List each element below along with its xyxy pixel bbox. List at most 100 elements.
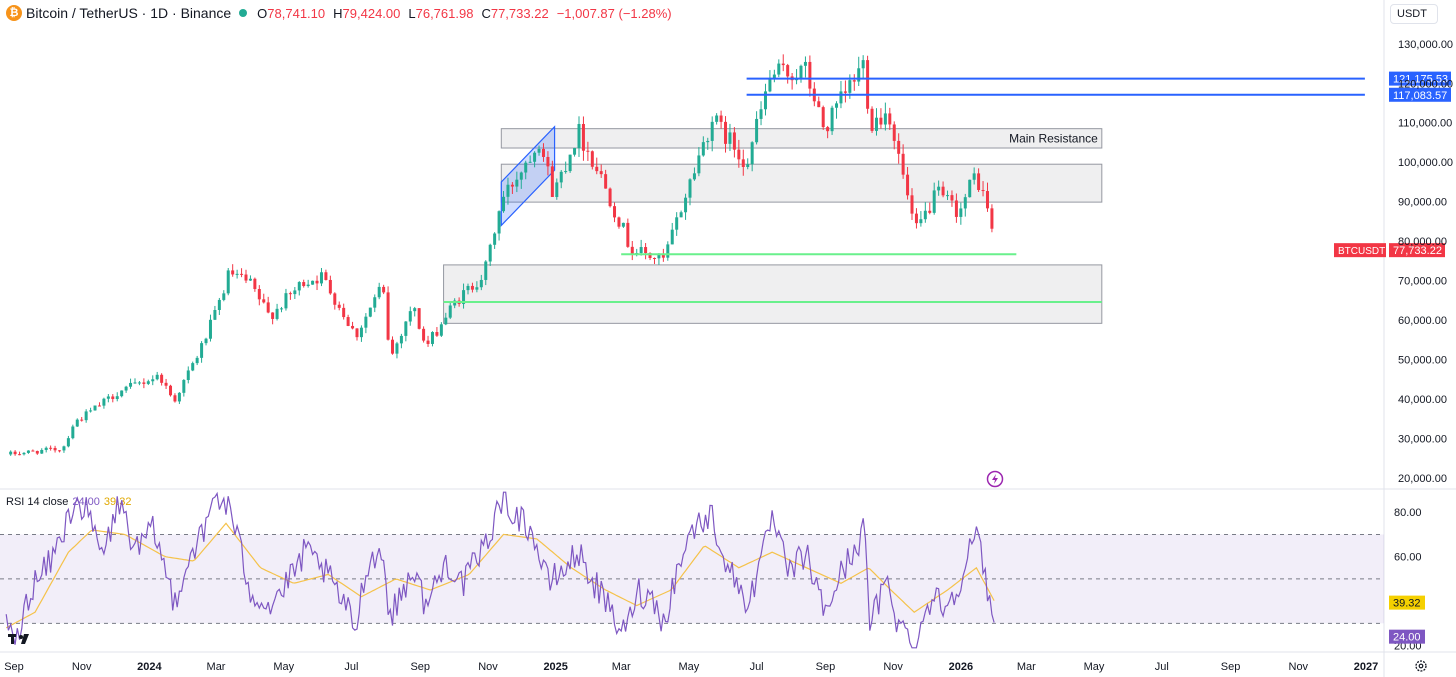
candle (173, 393, 177, 403)
candle-body (244, 274, 248, 281)
candle-body (732, 132, 736, 150)
candle-body (35, 450, 39, 454)
candle-body (573, 148, 577, 155)
candle-body (337, 304, 341, 308)
candle (324, 269, 328, 281)
candle (981, 181, 985, 197)
candle (746, 158, 750, 170)
candle-body (826, 127, 830, 132)
candle-body (444, 317, 448, 325)
time-tick-label: 2025 (543, 661, 567, 673)
candle-body (715, 115, 719, 122)
candle-body (515, 179, 519, 187)
zone-box-2[interactable] (443, 264, 1103, 324)
events-lightning-icon[interactable] (986, 470, 1004, 488)
candle (977, 168, 981, 192)
candle-body (524, 162, 528, 173)
candle-body (763, 91, 767, 110)
candle (479, 274, 483, 291)
change-value: −1,007.87 (−1.28%) (556, 5, 672, 21)
candle (626, 218, 630, 248)
candle (985, 182, 989, 212)
candle-body (750, 142, 754, 165)
current-price-label: 77,733.22 (1393, 245, 1442, 257)
candle-body (701, 142, 705, 156)
candle-body (808, 61, 812, 89)
symbol-header: ₿ Bitcoin / TetherUS · 1D · Binance O 78,… (0, 0, 680, 26)
current-price-tag (1389, 243, 1445, 258)
candle (675, 212, 679, 236)
level-price-tag-0 (1389, 71, 1451, 86)
candle-body (368, 307, 372, 317)
currency-selector[interactable]: USDT (1390, 4, 1438, 24)
candle-body (169, 385, 173, 396)
price-tick-label: 60,000.00 (1398, 315, 1447, 327)
candle (697, 147, 701, 177)
candle-body (75, 419, 79, 427)
candle (706, 137, 710, 150)
candle (524, 160, 528, 180)
candle (888, 107, 892, 130)
candle-body (9, 451, 13, 455)
candle (795, 69, 799, 85)
candle (160, 373, 164, 386)
candle-body (728, 132, 732, 144)
candle (550, 160, 554, 197)
candle (40, 448, 44, 454)
price-tick-label: 70,000.00 (1398, 276, 1447, 288)
rsi-ma-tag-label: 39.32 (1393, 598, 1421, 610)
candle-body (577, 123, 581, 149)
symbol-tag (1334, 243, 1386, 258)
candle (280, 306, 284, 313)
candle-body (954, 200, 958, 217)
candle-body (399, 335, 403, 344)
candle (177, 392, 181, 405)
price-tick-label: 100,000.00 (1398, 157, 1453, 169)
candle (151, 375, 155, 386)
candle-body (102, 398, 106, 406)
candle-body (737, 149, 741, 160)
candle (182, 379, 186, 397)
symbol-tag-label: BTCUSDT (1338, 246, 1385, 257)
candle-body (306, 284, 310, 287)
candle-body (799, 65, 803, 79)
candle (422, 326, 426, 343)
candle (968, 179, 972, 198)
price-tick-label: 80,000.00 (1398, 236, 1447, 248)
settings-gear-icon[interactable] (1415, 660, 1427, 672)
candle (595, 157, 599, 175)
candle-body (22, 452, 26, 455)
candle (515, 171, 519, 193)
candle-body (466, 285, 470, 291)
candle-body (550, 166, 554, 197)
symbol-title[interactable]: Bitcoin / TetherUS · 1D · Binance (26, 5, 232, 21)
candle (426, 335, 430, 347)
candle (897, 133, 901, 164)
candle-body (541, 148, 545, 157)
candle (590, 150, 594, 170)
candle (808, 55, 812, 97)
candle (573, 147, 577, 157)
candle (204, 337, 208, 346)
candle (510, 182, 514, 194)
candle-body (271, 312, 275, 319)
candle-body (906, 174, 910, 196)
rsi-value-tag (1389, 629, 1425, 644)
candle (786, 63, 790, 84)
candle-body (208, 319, 212, 339)
candle-body (546, 156, 550, 167)
zone-box-1[interactable] (500, 163, 1103, 203)
rising-channel[interactable] (500, 125, 556, 227)
candle (928, 202, 932, 215)
tradingview-logo-icon[interactable] (8, 634, 29, 644)
zone-box-0[interactable] (500, 128, 1103, 149)
candle-body (772, 74, 776, 80)
candle (244, 269, 248, 284)
candle-body (537, 148, 541, 153)
candle (453, 298, 457, 309)
candle-body (111, 396, 115, 400)
candle-body (666, 244, 670, 258)
candle-body (217, 299, 221, 311)
candle (297, 281, 301, 296)
